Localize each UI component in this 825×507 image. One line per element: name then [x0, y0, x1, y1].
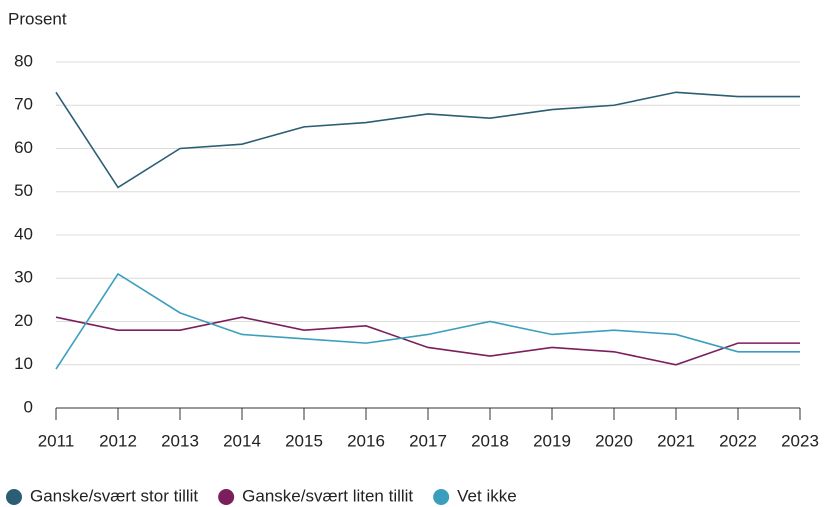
y-tick-label: 70 — [14, 95, 33, 114]
y-tick-label: 40 — [14, 224, 33, 243]
x-tick-label: 2020 — [595, 431, 633, 450]
y-tick-label: 20 — [14, 311, 33, 330]
series-line — [55, 91, 800, 189]
x-tick-label: 2012 — [99, 431, 137, 450]
legend-marker — [6, 489, 22, 505]
x-tick-label: 2021 — [657, 431, 695, 450]
x-tick-label: 2013 — [161, 431, 199, 450]
y-tick-label: 60 — [14, 138, 33, 157]
series-line — [55, 316, 800, 366]
y-tick-label: 50 — [14, 181, 33, 200]
x-tick-label: 2022 — [719, 431, 757, 450]
y-tick-label: 30 — [14, 268, 33, 287]
x-tick-label: 2023 — [781, 431, 819, 450]
x-tick-label: 2019 — [533, 431, 571, 450]
y-tick-label: 80 — [14, 51, 33, 70]
x-tick-label: 2014 — [223, 431, 261, 450]
y-axis-label: Prosent — [8, 9, 67, 28]
x-tick-label: 2016 — [347, 431, 385, 450]
y-tick-label: 10 — [14, 354, 33, 373]
series-line — [55, 272, 800, 370]
x-tick-label: 2015 — [285, 431, 323, 450]
x-tick-label: 2011 — [38, 431, 75, 450]
legend-label: Vet ikke — [457, 486, 517, 505]
legend-label: Ganske/svært liten tillit — [242, 486, 413, 505]
legend-label: Ganske/svært stor tillit — [30, 486, 198, 505]
x-tick-label: 2018 — [471, 431, 509, 450]
x-tick-label: 2017 — [409, 431, 447, 450]
y-tick-label: 0 — [24, 397, 33, 416]
legend-marker — [218, 489, 235, 505]
legend-marker — [433, 489, 450, 505]
